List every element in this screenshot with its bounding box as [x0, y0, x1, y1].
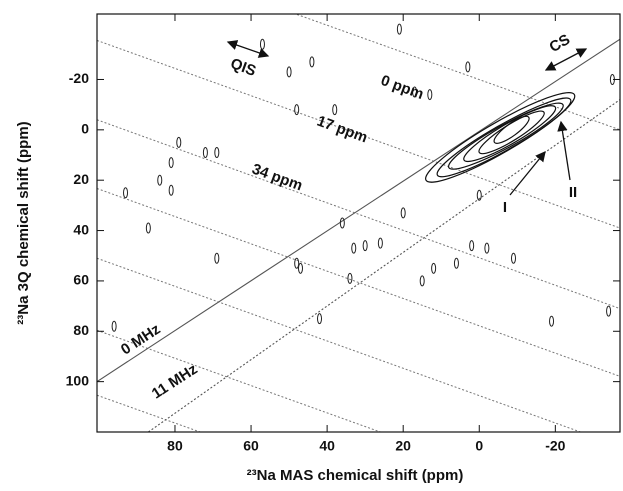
qis-arrow: [226, 40, 270, 58]
qis-label: QIS: [228, 55, 258, 80]
cs-label: CS: [546, 31, 573, 56]
peak: [168, 184, 174, 196]
qis-line-label: 34 ppm: [250, 161, 305, 195]
peak: [332, 104, 338, 116]
peak: [157, 174, 163, 186]
peak: [123, 187, 129, 199]
peak: [202, 146, 208, 158]
peak: [419, 275, 425, 287]
x-tick-label: 20: [395, 438, 411, 454]
peak: [396, 23, 402, 35]
peak: [145, 222, 151, 234]
peak: [377, 237, 383, 249]
peak: [412, 86, 418, 98]
peak: [309, 56, 315, 68]
peak: [214, 252, 220, 264]
peak: [400, 207, 406, 219]
cs-arrow: [544, 48, 588, 71]
peak: [476, 189, 482, 201]
peak: [549, 315, 555, 327]
qis-line-label: 17 ppm: [315, 113, 370, 147]
peak: [453, 257, 459, 269]
y-tick-label: 0: [81, 121, 89, 137]
y-axis-label: ²³Na 3Q chemical shift (ppm): [15, 121, 32, 324]
qis-line: [97, 188, 620, 377]
peak: [347, 272, 353, 284]
site-i-label: I: [503, 199, 507, 216]
peak: [294, 104, 300, 116]
peak: [362, 240, 368, 252]
plot-area: [97, 14, 620, 432]
peak: [427, 89, 433, 101]
peak: [465, 61, 471, 73]
peak: [297, 262, 303, 274]
site-ii-arrow: [557, 120, 571, 181]
plot-frame: [96, 13, 621, 433]
contour: [463, 105, 557, 163]
peak: [317, 313, 323, 325]
x-tick-label: -20: [545, 438, 565, 454]
y-tick-label: 20: [73, 171, 89, 187]
peak: [431, 262, 437, 274]
peak: [111, 320, 117, 332]
qis-line-label: 0 ppm: [379, 72, 426, 103]
site-ii-label: II: [569, 184, 577, 201]
contour: [447, 102, 564, 170]
qis-line: [97, 39, 620, 229]
cs-line-label: 11 MHz: [149, 361, 201, 403]
peak: [469, 240, 475, 252]
y-tick-label: 60: [73, 272, 89, 288]
peak: [510, 252, 516, 264]
peak: [168, 157, 174, 169]
peak: [339, 217, 345, 229]
qis-line: [97, 119, 620, 310]
peak: [606, 305, 612, 317]
x-tick-label: 40: [319, 438, 335, 454]
qis-line: [296, 14, 620, 131]
y-tick-label: 80: [73, 322, 89, 338]
contour: [425, 92, 576, 183]
peak: [214, 146, 220, 158]
y-tick-label: 40: [73, 221, 89, 237]
x-tick-label: 60: [243, 438, 259, 454]
x-axis-label: ²³Na MAS chemical shift (ppm): [247, 467, 464, 484]
peak: [259, 38, 265, 50]
cs-line: [97, 38, 620, 383]
peak: [484, 242, 490, 254]
y-tick-label: -20: [69, 70, 89, 86]
peak: [176, 136, 182, 148]
qis-line: [97, 394, 201, 432]
contour: [493, 115, 530, 144]
y-tick-label: 100: [66, 372, 90, 388]
x-tick-label: 80: [167, 438, 183, 454]
peak: [351, 242, 357, 254]
x-tick-label: 0: [475, 438, 483, 454]
cs-line: [148, 99, 620, 432]
contour: [436, 97, 572, 178]
peak: [286, 66, 292, 78]
site-i-arrow: [509, 150, 546, 196]
peak: [294, 257, 300, 269]
qis-line: [97, 257, 581, 432]
